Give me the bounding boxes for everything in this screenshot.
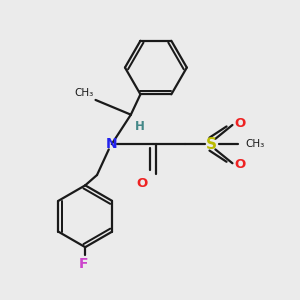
Text: O: O: [235, 117, 246, 130]
Text: CH₃: CH₃: [245, 139, 264, 149]
Text: N: N: [106, 137, 118, 151]
Text: S: S: [206, 136, 217, 152]
Text: H: H: [134, 120, 144, 133]
Text: F: F: [79, 257, 88, 272]
Text: O: O: [136, 177, 148, 190]
Text: CH₃: CH₃: [75, 88, 94, 98]
Text: O: O: [235, 158, 246, 171]
